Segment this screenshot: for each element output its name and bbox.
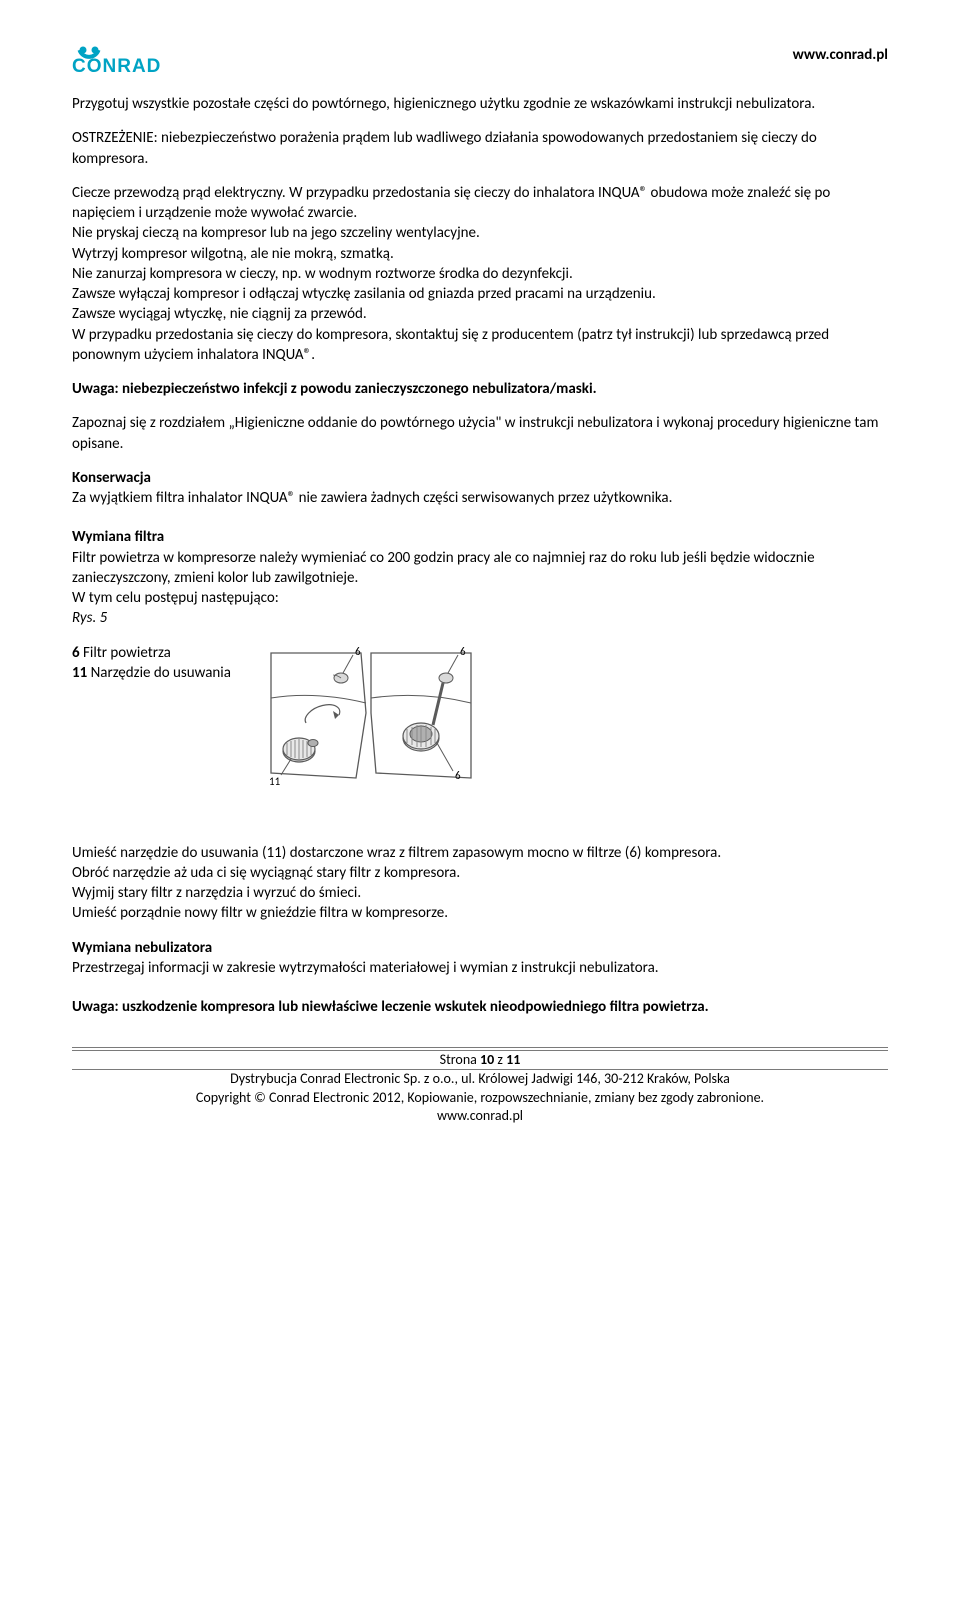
header-url: www.conrad.pl [793, 46, 888, 64]
filter-change-block: Wymiana filtra Filtr powietrza w kompres… [72, 527, 888, 628]
brand-logo: CONRAD [72, 40, 222, 76]
liquid-guidance: Ciecze przewodzą prąd elektryczny. W prz… [72, 183, 888, 365]
maintenance-block: Konserwacja Za wyjątkiem filtra inhalato… [72, 468, 888, 509]
svg-text:6: 6 [460, 645, 466, 658]
intro-paragraph: Przygotuj wszystkie pozostałe części do … [72, 94, 888, 114]
svg-text:11: 11 [269, 775, 281, 788]
svg-text:CONRAD: CONRAD [72, 56, 161, 76]
maintenance-body: Za wyjątkiem filtra inhalator INQUA® nie… [72, 489, 672, 507]
hygiene-ref: Zapoznaj się z rozdziałem „Higieniczne o… [72, 413, 888, 454]
warning-filter: Uwaga: uszkodzenie kompresora lub niewła… [72, 997, 888, 1017]
footer-copyright: Copyright © Conrad Electronic 2012, Kopi… [72, 1089, 888, 1107]
nebulizer-change-block: Wymiana nebulizatora Przestrzegaj inform… [72, 938, 888, 979]
footer-distribution: Dystrybucja Conrad Electronic Sp. z o.o.… [72, 1070, 888, 1088]
filter-diagram: 6 [261, 643, 481, 813]
filter-change-body: Filtr powietrza w kompresorze należy wym… [72, 549, 815, 608]
warning-infection: Uwaga: niebezpieczeństwo infekcji z powo… [72, 379, 888, 399]
filter-change-head: Wymiana filtra [72, 528, 164, 546]
warning-shock: OSTRZEŻENIE: niebezpieczeństwo porażenia… [72, 128, 888, 169]
nebulizer-change-body: Przestrzegaj informacji w zakresie wytrz… [72, 959, 659, 977]
svg-text:6: 6 [455, 769, 461, 782]
maintenance-head: Konserwacja [72, 469, 151, 487]
figure-ref: Rys. 5 [72, 609, 107, 627]
filter-steps: Umieść narzędzie do usuwania (11) dostar… [72, 843, 888, 924]
figure-legend: 6 Filtr powietrza11 Narzędzie do usuwani… [72, 643, 231, 684]
footer-url: www.conrad.pl [72, 1107, 888, 1125]
page-number: Strona 10 z 11 [72, 1051, 888, 1069]
page-footer: Strona 10 z 11 Dystrybucja Conrad Electr… [72, 1047, 888, 1125]
svg-text:6: 6 [355, 645, 361, 658]
nebulizer-change-head: Wymiana nebulizatora [72, 939, 212, 957]
